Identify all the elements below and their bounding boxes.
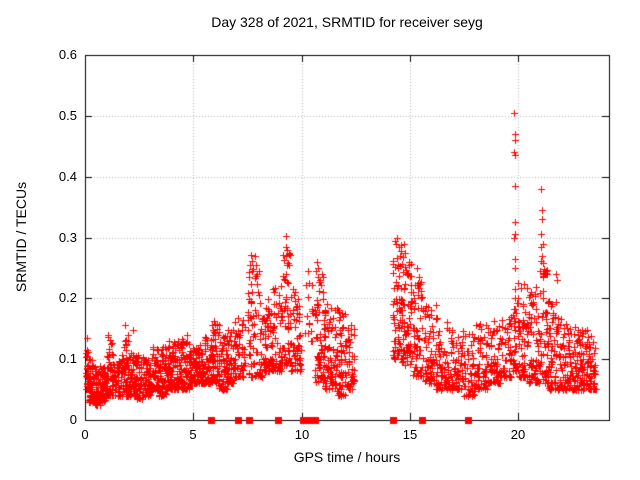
x-tick-label: 15: [402, 427, 418, 442]
y-tick-label: 0.5: [58, 108, 77, 123]
x-tick-label: 10: [294, 427, 310, 442]
x-tick-label: 20: [510, 427, 526, 442]
x-tick-label: 0: [81, 427, 89, 442]
y-tick-label: 0: [69, 412, 77, 427]
x-tick-label: 5: [189, 427, 197, 442]
y-tick-label: 0.3: [58, 230, 77, 245]
y-tick-label: 0.6: [58, 47, 77, 62]
x-axis-label: GPS time / hours: [293, 449, 401, 465]
chart-title: Day 328 of 2021, SRMTID for receiver sey…: [211, 14, 483, 30]
y-tick-label: 0.2: [58, 290, 77, 305]
y-tick-label: 0.1: [58, 351, 77, 366]
y-tick-label: 0.4: [58, 169, 77, 184]
